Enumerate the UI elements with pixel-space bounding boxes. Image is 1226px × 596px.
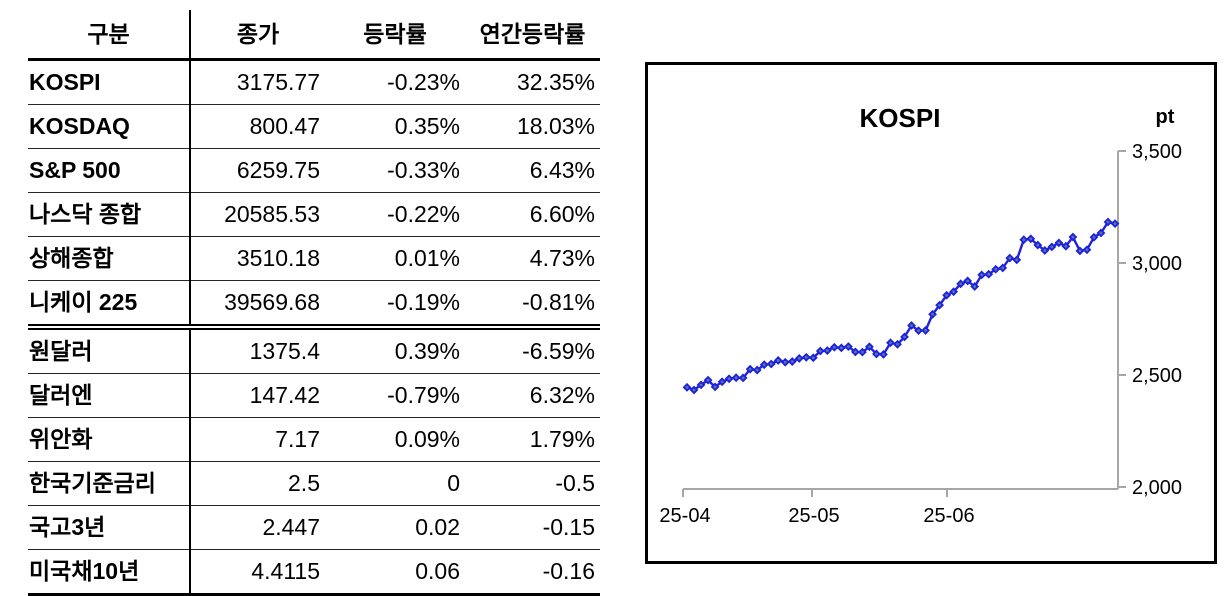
chart-title: KOSPI [860, 103, 941, 133]
chart-unit-label: pt [1156, 106, 1175, 128]
table-header-row: 구분 종가 등락률 연간등락률 [28, 10, 600, 61]
table-row: 니케이 225 39569.68 -0.19% -0.81% [28, 280, 600, 330]
row-label: 상해종합 [28, 236, 191, 281]
x-axis: 25-04 25-05 25-06 [659, 488, 1118, 527]
table-row: KOSDAQ 800.47 0.35% 18.03% [28, 104, 600, 149]
y-axis-tick-label: 3,000 [1132, 253, 1182, 275]
cell-close: 147.42 [190, 373, 325, 418]
cell-ytd-change: 6.60% [465, 192, 600, 237]
page-root: { "table": { "headers": ["구분", "종가", "등락… [28, 10, 1217, 596]
cell-ytd-change: -0.15 [465, 505, 600, 550]
x-axis-tick-label: 25-05 [788, 505, 839, 527]
cell-ytd-change: 4.73% [465, 236, 600, 281]
table-row: 국고3년 2.447 0.02 -0.15 [28, 505, 600, 550]
row-label: KOSDAQ [28, 104, 191, 149]
cell-ytd-change: 32.35% [465, 59, 600, 105]
cell-close: 20585.53 [190, 192, 325, 237]
row-label: 위안화 [28, 417, 191, 462]
cell-change: 0 [325, 461, 465, 506]
table-row: 미국채10년 4.4115 0.06 -0.16 [28, 549, 600, 596]
cell-ytd-change: -6.59% [465, 327, 600, 374]
table-row: 나스닥 종합 20585.53 -0.22% 6.60% [28, 192, 600, 237]
market-table: 구분 종가 등락률 연간등락률 KOSPI 3175.77 -0.23% 32.35%… [28, 10, 600, 596]
cell-ytd-change: 6.43% [465, 148, 600, 193]
market-summary-table: 구분 종가 등락률 연간등락률 KOSPI 3175.77 -0.23% 32.35%… [28, 10, 600, 596]
table-row: S&P 500 6259.75 -0.33% 6.43% [28, 148, 600, 193]
cell-ytd-change: 18.03% [465, 104, 600, 149]
row-label: 미국채10년 [28, 549, 191, 596]
kospi-line-series [682, 217, 1120, 395]
table-row: 달러엔 147.42 -0.79% 6.32% [28, 373, 600, 418]
row-label: 니케이 225 [28, 280, 191, 330]
cell-change: -0.19% [325, 280, 465, 330]
kospi-chart-svg: KOSPI pt 3,500 3,000 2,500 2,000 25-04 25-05… [659, 103, 1182, 527]
cell-change: -0.23% [325, 59, 465, 105]
row-label: 원달러 [28, 327, 191, 374]
table-row: KOSPI 3175.77 -0.23% 32.35% [28, 59, 600, 105]
cell-close: 39569.68 [190, 280, 325, 330]
x-axis-tick-label: 25-06 [923, 505, 974, 527]
cell-close: 3175.77 [190, 59, 325, 105]
cell-change: 0.01% [325, 236, 465, 281]
row-label: 국고3년 [28, 505, 191, 550]
cell-change: 0.35% [325, 104, 465, 149]
header-ytd-change: 연간등락률 [465, 10, 600, 61]
cell-change: -0.79% [325, 373, 465, 418]
y-axis: 3,500 3,000 2,500 2,000 [1117, 141, 1182, 499]
header-category: 구분 [28, 10, 191, 61]
cell-ytd-change: -0.81% [465, 280, 600, 330]
cell-change: -0.33% [325, 148, 465, 193]
row-label: 한국기준금리 [28, 461, 191, 506]
cell-close: 3510.18 [190, 236, 325, 281]
cell-close: 1375.4 [190, 327, 325, 374]
cell-change: 0.02 [325, 505, 465, 550]
row-label: S&P 500 [28, 148, 191, 193]
cell-change: -0.22% [325, 192, 465, 237]
y-axis-tick-label: 2,000 [1132, 477, 1182, 499]
table-row: 상해종합 3510.18 0.01% 4.73% [28, 236, 600, 281]
cell-close: 2.447 [190, 505, 325, 550]
cell-ytd-change: -0.16 [465, 549, 600, 596]
cell-close: 2.5 [190, 461, 325, 506]
cell-change: 0.39% [325, 327, 465, 374]
x-axis-tick-label: 25-04 [659, 505, 710, 527]
table-row: 한국기준금리 2.5 0 -0.5 [28, 461, 600, 506]
cell-close: 7.17 [190, 417, 325, 462]
cell-ytd-change: -0.5 [465, 461, 600, 506]
cell-change: 0.09% [325, 417, 465, 462]
row-label: 나스닥 종합 [28, 192, 191, 237]
table-row: 위안화 7.17 0.09% 1.79% [28, 417, 600, 462]
y-axis-tick-label: 3,500 [1132, 141, 1182, 163]
cell-close: 6259.75 [190, 148, 325, 193]
table-body: KOSPI 3175.77 -0.23% 32.35% KOSDAQ 800.47 0.35… [28, 59, 600, 596]
header-change: 등락률 [325, 10, 465, 61]
cell-ytd-change: 6.32% [465, 373, 600, 418]
cell-close: 4.4115 [190, 549, 325, 596]
cell-close: 800.47 [190, 104, 325, 149]
cell-change: 0.06 [325, 549, 465, 596]
header-close: 종가 [190, 10, 325, 61]
table-row: 원달러 1375.4 0.39% -6.59% [28, 327, 600, 374]
row-label: 달러엔 [28, 373, 191, 418]
y-axis-tick-label: 2,500 [1132, 365, 1182, 387]
row-label: KOSPI [28, 59, 191, 105]
kospi-chart-panel: KOSPI pt 3,500 3,000 2,500 2,000 25-04 25-05… [645, 62, 1217, 564]
cell-ytd-change: 1.79% [465, 417, 600, 462]
